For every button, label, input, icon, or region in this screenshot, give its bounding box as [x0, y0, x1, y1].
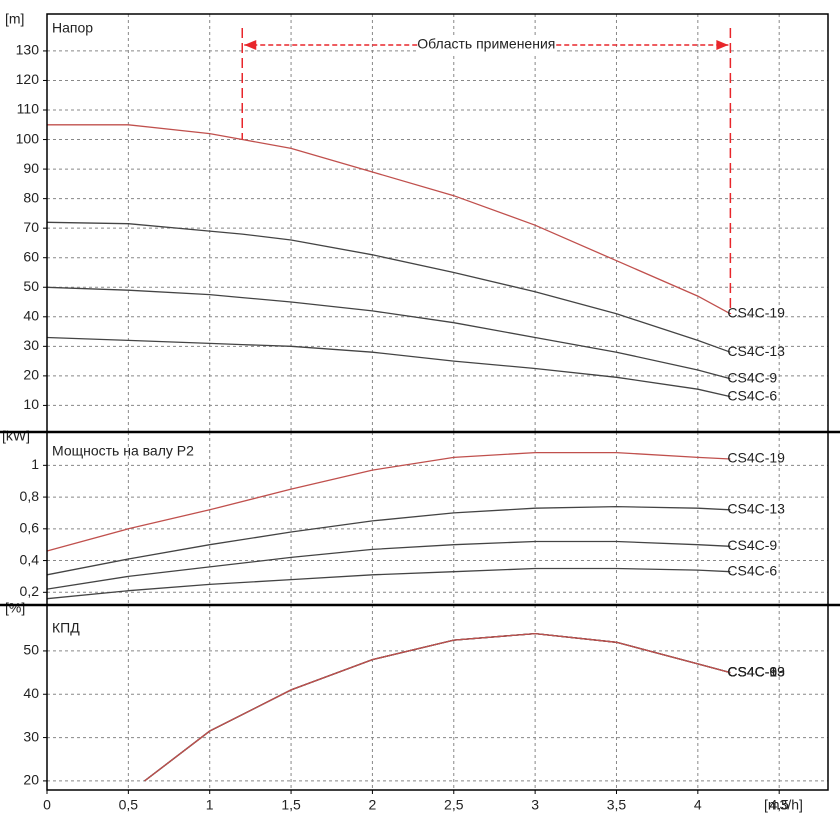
x-tick-label: 1 — [206, 797, 214, 813]
y-tick-label: 90 — [23, 160, 39, 176]
y-tick-label: 50 — [23, 278, 39, 294]
series-label: CS4C-13 — [727, 500, 785, 516]
x-tick-label: 4 — [694, 797, 702, 813]
x-tick-label: 2 — [369, 797, 377, 813]
series-label: CS4C-6 — [727, 387, 777, 403]
series-label: CS4C-19 — [727, 450, 785, 466]
x-tick-label: 4,5 — [769, 797, 789, 813]
y-tick-label: 0,4 — [20, 551, 40, 567]
x-axis-label: [m3/h] — [764, 797, 803, 813]
y-tick-label: 40 — [23, 307, 39, 323]
y-tick-label: 0,2 — [20, 583, 40, 599]
panel-title: КПД — [52, 620, 80, 636]
series-line — [46, 540, 731, 590]
series-line — [47, 124, 731, 315]
unit-label: [m] — [5, 11, 24, 27]
panel-title: Напор — [52, 20, 93, 36]
series-label: CS4C-6 — [727, 663, 777, 679]
y-tick-label: 40 — [23, 685, 39, 701]
y-tick-label: 120 — [16, 71, 40, 87]
y-tick-label: 80 — [23, 189, 39, 205]
series-label: CS4C-19 — [727, 305, 785, 321]
annotation-label: Область применения — [417, 36, 555, 52]
x-tick-label: 0 — [43, 797, 51, 813]
series-line — [144, 632, 731, 782]
series-label: CS4C-6 — [727, 562, 777, 578]
panel-title: Мощность на валу P2 — [52, 443, 194, 459]
series-line — [46, 567, 731, 600]
y-tick-label: 30 — [23, 728, 39, 744]
y-tick-label: 50 — [23, 642, 39, 658]
series-line — [46, 505, 731, 576]
y-tick-label: 130 — [16, 42, 40, 58]
unit-label: [%] — [5, 600, 25, 616]
x-tick-label: 0,5 — [119, 797, 139, 813]
y-tick-label: 110 — [17, 101, 40, 117]
x-tick-label: 3,5 — [607, 797, 627, 813]
y-tick-label: 20 — [23, 367, 39, 383]
y-tick-label: 10 — [23, 396, 39, 412]
series-label: CS4C-13 — [727, 663, 785, 679]
y-tick-label: 0,6 — [20, 520, 40, 536]
y-tick-label: 20 — [23, 772, 39, 788]
x-tick-label: 3 — [531, 797, 539, 813]
series-label: CS4C-9 — [727, 537, 777, 553]
y-tick-label: 30 — [23, 337, 39, 353]
y-tick-label: 0,8 — [20, 488, 40, 504]
x-tick-label: 2,5 — [444, 797, 464, 813]
x-tick-label: 1,5 — [281, 797, 301, 813]
series-label: CS4C-19 — [727, 663, 785, 679]
series-line — [46, 336, 731, 398]
y-tick-label: 1 — [31, 456, 39, 472]
series-line — [46, 286, 731, 380]
series-label: CS4C-13 — [727, 343, 785, 359]
series-line — [46, 451, 731, 552]
y-tick-label: 100 — [16, 130, 40, 146]
unit-label: [kW] — [2, 428, 30, 444]
label-background — [418, 36, 555, 54]
y-tick-label: 60 — [23, 248, 39, 264]
series-line — [46, 221, 731, 353]
plot-frame — [46, 13, 829, 791]
series-label: CS4C-9 — [727, 370, 777, 386]
series-label: CS4C-9 — [727, 663, 777, 679]
y-tick-label: 70 — [23, 219, 39, 235]
